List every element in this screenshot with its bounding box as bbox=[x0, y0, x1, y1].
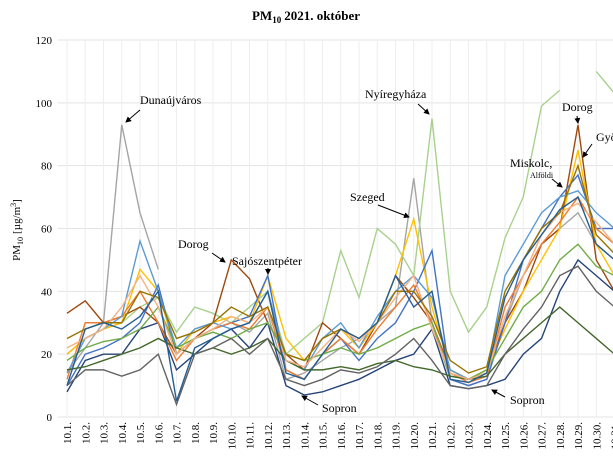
annotation: Győr bbox=[596, 130, 613, 144]
x-tick-label: 10.7. bbox=[172, 422, 184, 444]
title-sub: 10 bbox=[272, 15, 282, 25]
annotation: Szeged bbox=[350, 190, 385, 204]
x-tick-label: 10.28. bbox=[555, 422, 567, 450]
x-tick-label: 10.24. bbox=[482, 422, 494, 450]
x-tick-label: 10.18. bbox=[372, 422, 384, 450]
x-tick-label: 10.26. bbox=[518, 422, 530, 450]
x-tick-label: 10.5. bbox=[135, 422, 147, 444]
x-tick-label: 10.29. bbox=[573, 422, 585, 450]
x-tick-label: 10.4. bbox=[117, 422, 129, 444]
annotation: Dunaújváros bbox=[140, 93, 202, 107]
x-tick-label: 10.9. bbox=[208, 422, 220, 444]
x-tick-label: 10.13. bbox=[281, 422, 293, 450]
x-tick-label: 10.31. bbox=[610, 422, 613, 450]
arrow bbox=[377, 204, 410, 218]
annotation: Nyíregyháza bbox=[365, 87, 427, 101]
arrow bbox=[417, 103, 430, 115]
x-tick-label: 10.16. bbox=[336, 422, 348, 450]
y-label-close: ] bbox=[11, 199, 23, 203]
title-rest: 2021. október bbox=[284, 8, 360, 23]
annotation: Miskolc, bbox=[510, 156, 552, 170]
x-tick-label: 10.14. bbox=[299, 422, 311, 450]
x-tick-label: 10.3. bbox=[99, 422, 111, 444]
x-tick-label: 10.10. bbox=[226, 422, 238, 450]
annotation: Dorog bbox=[562, 100, 593, 114]
series-line bbox=[66, 189, 613, 381]
series-line bbox=[66, 70, 613, 356]
grid: 0 20 40 60 80 100 120 10.1. 10.2. 10.3. 10.4. 10.5.… bbox=[36, 35, 613, 450]
x-tick-label: 10.27. bbox=[537, 422, 549, 450]
series-line bbox=[66, 265, 613, 407]
chart-title: PM10 2021. október bbox=[252, 8, 360, 25]
y-label-main: PM bbox=[11, 245, 23, 261]
arrow bbox=[582, 143, 593, 158]
annotation: Sopron bbox=[322, 401, 357, 415]
y-tick-label: 100 bbox=[36, 98, 53, 110]
annotations: Dunaújváros Nyíregyháza Dorog Győr Misko… bbox=[125, 87, 613, 415]
y-label-sub: 10 bbox=[16, 237, 25, 245]
lines bbox=[66, 70, 613, 407]
arrow bbox=[125, 109, 141, 123]
x-tick-label: 10.1. bbox=[62, 422, 74, 444]
y-tick-label: 20 bbox=[41, 349, 53, 361]
annotation: Sopron bbox=[510, 393, 545, 407]
annotation: Sajószentpéter bbox=[232, 254, 302, 268]
x-tick-label: 10.17. bbox=[354, 422, 366, 450]
y-tick-label: 60 bbox=[41, 224, 53, 236]
x-tick-label: 10.21. bbox=[427, 422, 439, 450]
annotation: Alföldi bbox=[530, 171, 554, 180]
arrow bbox=[301, 395, 319, 406]
arrow bbox=[491, 389, 506, 398]
arrow bbox=[551, 178, 563, 188]
series-line bbox=[66, 196, 613, 402]
y-label-sup: 3 bbox=[9, 203, 18, 207]
x-tick-label: 10.12. bbox=[263, 422, 275, 450]
y-tick-label: 80 bbox=[41, 161, 53, 173]
x-tick-label: 10.11. bbox=[245, 422, 257, 449]
x-tick-label: 10.20. bbox=[409, 422, 421, 450]
x-tick-label: 10.2. bbox=[80, 422, 92, 444]
y-tick-label: 120 bbox=[36, 35, 53, 47]
arrow bbox=[574, 115, 581, 124]
y-axis-label: PM10 [µg/m3] bbox=[9, 199, 25, 261]
x-tick-label: 10.8. bbox=[190, 422, 202, 444]
y-tick-label: 0 bbox=[47, 412, 53, 424]
x-tick-label: 10.22. bbox=[445, 422, 457, 450]
arrow bbox=[211, 252, 226, 263]
x-tick-label: 10.25. bbox=[500, 422, 512, 450]
title-main: PM bbox=[252, 8, 272, 23]
x-tick-label: 10.30. bbox=[591, 422, 603, 450]
x-tick-label: 10.19. bbox=[391, 422, 403, 450]
y-tick-label: 40 bbox=[41, 286, 53, 298]
series-line bbox=[66, 306, 613, 381]
x-tick-label: 10.15. bbox=[318, 422, 330, 450]
x-tick-label: 10.23. bbox=[464, 422, 476, 450]
annotation: Dorog bbox=[178, 237, 209, 251]
x-tick-label: 10.6. bbox=[153, 422, 165, 444]
y-label-unit: [µg/m bbox=[11, 206, 23, 234]
